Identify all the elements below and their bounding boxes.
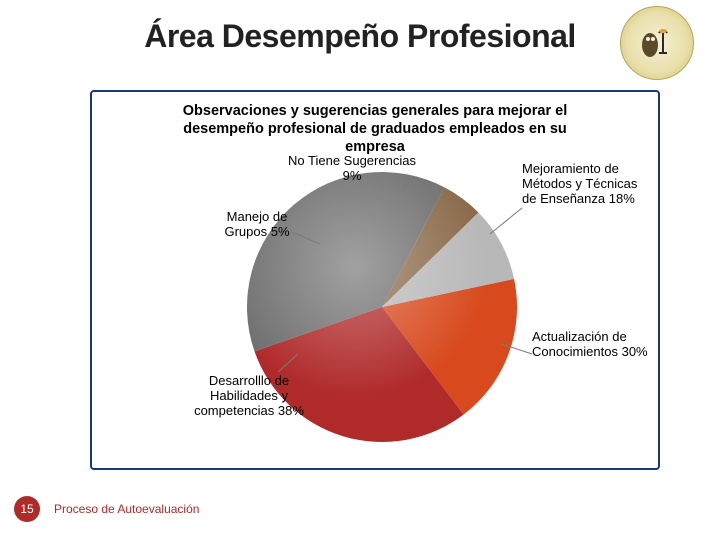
slice-label-desarrollo: Desarrolllo de Habilidades y competencia… [194,374,304,419]
institution-seal-icon [620,6,694,80]
slice-label-mejoramiento: Mejoramiento de Métodos y Técnicas de En… [522,162,652,207]
chart-title: Observaciones y sugerencias generales pa… [152,102,598,156]
slide: Área Desempeño Profesional Observaciones… [0,0,720,540]
chart-container: Observaciones y sugerencias generales pa… [90,90,660,470]
slice-label-actualizacion: Actualización de Conocimientos 30% [532,330,652,360]
page-number-badge: 15 [14,496,40,522]
slice-label-manejo: Manejo de Grupos 5% [212,210,302,240]
page-title: Área Desempeño Profesional [0,18,720,55]
slice-label-notiene: No Tiene Sugerencias 9% [287,154,417,184]
footer-text: Proceso de Autoevaluación [54,502,199,516]
